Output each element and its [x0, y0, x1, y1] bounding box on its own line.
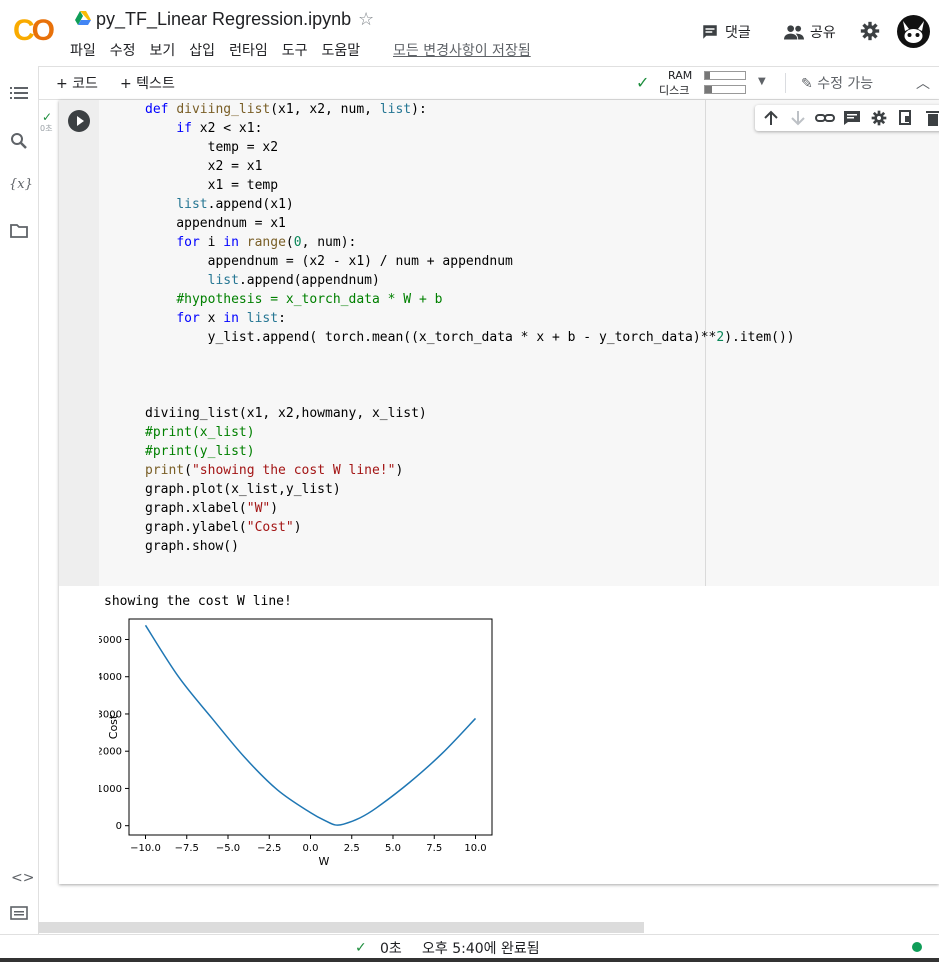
comment-button[interactable]: 댓글	[701, 22, 751, 42]
share-label: 공유	[810, 25, 836, 41]
menu-tools[interactable]: 도구	[281, 43, 308, 59]
x-tick-label: −10.0	[130, 843, 161, 854]
window-bottom-edge	[0, 958, 939, 962]
settings-gear-icon[interactable]	[860, 21, 880, 41]
disk-label: 디스크	[659, 84, 690, 97]
x-tick-label: 5.0	[385, 843, 401, 854]
y-tick-label: 2000	[99, 747, 122, 758]
x-tick-label: 2.5	[344, 843, 360, 854]
folder-icon[interactable]	[10, 224, 28, 238]
x-tick-label: −5.0	[216, 843, 240, 854]
menu-view[interactable]: 보기	[149, 43, 176, 59]
menu-file[interactable]: 파일	[70, 43, 96, 59]
ram-usage-bar[interactable]	[704, 71, 746, 80]
x-tick-label: 7.5	[426, 843, 442, 854]
resources-dropdown-icon[interactable]: ▼	[758, 76, 766, 87]
editor-ruler	[705, 100, 706, 586]
add-text-button[interactable]: + 텍스트	[120, 76, 175, 92]
x-axis-label: W	[319, 855, 330, 868]
y-tick-label: 4000	[99, 672, 122, 683]
toolbar-divider	[785, 73, 786, 93]
menu-bar: 파일 수정 보기 삽입 런타임 도구 도움말	[70, 40, 374, 60]
delete-icon[interactable]	[923, 110, 939, 126]
x-axis-ticks: −10.0 −7.5 −5.0 −2.5 0.0 2.5 5.0 7.5 10.0	[130, 835, 487, 854]
y-tick-label: 0	[116, 821, 122, 832]
horizontal-scrollbar[interactable]	[38, 922, 644, 933]
cell-settings-icon[interactable]	[869, 110, 889, 126]
menu-runtime[interactable]: 런타임	[229, 43, 268, 59]
code-snippets-icon[interactable]: <>	[11, 870, 35, 886]
plot-frame	[128, 618, 493, 836]
left-sidebar: {x} <>	[0, 66, 39, 934]
x-tick-label: 0.0	[303, 843, 319, 854]
y-tick-label: 3000	[99, 709, 122, 720]
user-avatar[interactable]	[897, 15, 930, 48]
connected-check-icon: ✓	[636, 73, 650, 92]
collapse-header-icon[interactable]: ︿	[916, 76, 930, 92]
x-tick-label: −7.5	[175, 843, 199, 854]
x-tick-label: 10.0	[464, 843, 486, 854]
y-axis-label: Cost	[107, 714, 120, 739]
y-axis-ticks: 0 1000 2000 3000 4000 5000	[99, 635, 129, 832]
edit-mode-button[interactable]: ✎ 수정 가능	[801, 73, 873, 93]
comment-label: 댓글	[725, 25, 751, 41]
status-exec-time: 0초	[380, 941, 402, 957]
terminal-icon[interactable]	[10, 906, 28, 920]
connection-status-dot	[912, 942, 922, 952]
cell-gutter	[59, 100, 99, 586]
link-icon[interactable]	[815, 110, 835, 126]
code-content[interactable]: def diviing_list(x1, x2, num, list): if …	[145, 102, 795, 554]
execution-check-icon: ✓	[42, 110, 53, 124]
move-up-icon[interactable]	[761, 110, 781, 126]
table-of-contents-icon[interactable]	[10, 86, 28, 100]
disk-usage-bar[interactable]	[704, 85, 746, 94]
ram-fill	[705, 72, 710, 79]
disk-fill	[705, 86, 713, 93]
google-drive-icon[interactable]	[75, 11, 91, 25]
variables-icon[interactable]: {x}	[9, 177, 33, 192]
y-tick-label: 5000	[99, 635, 122, 646]
people-icon	[784, 25, 804, 40]
menu-help[interactable]: 도움말	[321, 43, 361, 59]
add-comment-icon[interactable]	[842, 110, 862, 126]
status-check-icon: ✓	[355, 940, 367, 956]
cost-line-chart: −10.0 −7.5 −5.0 −2.5 0.0 2.5 5.0 7.5 10.0 0 1000 2…	[99, 618, 493, 868]
execution-time: 0초	[40, 124, 53, 133]
move-down-icon[interactable]	[788, 110, 808, 126]
mirror-cell-icon[interactable]	[896, 110, 916, 126]
menu-edit[interactable]: 수정	[109, 43, 136, 59]
save-status[interactable]: 모든 변경사항이 저장됨	[393, 43, 531, 59]
code-cell[interactable]: ✓ 0초 def diviing_list(x1, x2, num, list)…	[40, 100, 939, 884]
star-icon[interactable]: ☆	[358, 9, 375, 30]
code-editor[interactable]: def diviing_list(x1, x2, num, list): if …	[99, 100, 939, 586]
cat-avatar-icon	[903, 21, 924, 43]
run-cell-button[interactable]	[68, 110, 90, 132]
status-completed-message: 오후 5:40에 완료됨	[422, 941, 540, 957]
notebook-title[interactable]: py_TF_Linear Regression.ipynb	[96, 9, 352, 29]
colab-logo[interactable]: CO	[13, 14, 55, 47]
x-tick-label: −2.5	[257, 843, 281, 854]
menu-insert[interactable]: 삽입	[189, 43, 216, 59]
search-icon[interactable]	[10, 132, 28, 150]
add-code-button[interactable]: + 코드	[56, 76, 98, 92]
edit-mode-label: 수정 가능	[817, 76, 874, 92]
ram-label: RAM	[668, 69, 693, 82]
comment-icon	[703, 25, 717, 39]
share-button[interactable]: 공유	[784, 22, 836, 42]
notebook-toolbar: + 코드 + 텍스트 ✓ RAM 디스크 ▼ ✎ 수정 가능 ︿	[38, 66, 939, 100]
pencil-icon: ✎	[801, 76, 813, 92]
play-icon	[77, 116, 84, 126]
cell-toolbar	[755, 105, 939, 131]
cell-output-text: showing the cost W line!	[104, 594, 292, 609]
cost-series-line	[144, 624, 477, 826]
y-tick-label: 1000	[99, 784, 122, 795]
status-bar: ✓ 0초 오후 5:40에 완료됨	[0, 934, 939, 963]
